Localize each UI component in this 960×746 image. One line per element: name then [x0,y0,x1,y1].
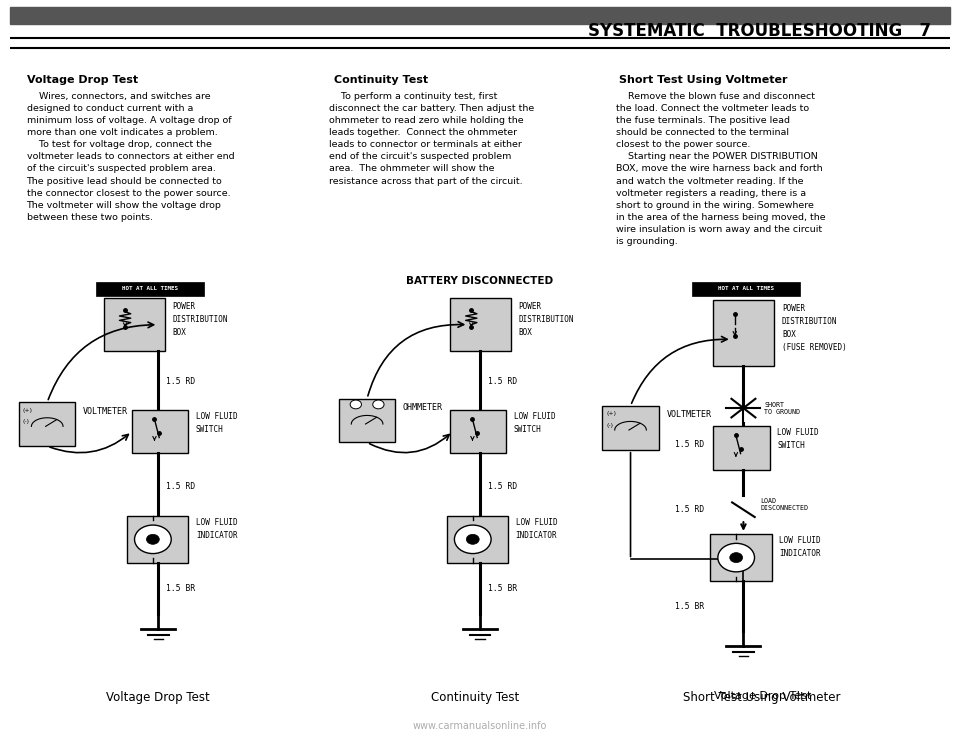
Circle shape [147,534,159,545]
Text: 1.5 BR: 1.5 BR [166,584,195,593]
Text: DISTRIBUTION: DISTRIBUTION [782,317,837,326]
Text: 1.5 BR: 1.5 BR [675,602,704,611]
FancyArrowPatch shape [632,336,727,404]
Text: LOW FLUID: LOW FLUID [778,428,819,437]
Bar [104,298,165,351]
Bar [19,402,76,446]
Text: Short Test Using Voltmeter: Short Test Using Voltmeter [619,75,788,85]
Bar [339,398,396,442]
Text: 1.5 RD: 1.5 RD [488,482,516,491]
Text: SWITCH: SWITCH [196,425,224,434]
FancyArrowPatch shape [368,322,464,396]
Text: DISTRIBUTION: DISTRIBUTION [173,316,228,325]
Text: Voltage Drop Test: Voltage Drop Test [713,691,811,701]
Text: HOT AT ALL TIMES: HOT AT ALL TIMES [718,286,774,291]
Text: POWER: POWER [782,304,805,313]
Circle shape [718,543,755,572]
Circle shape [454,525,492,554]
Text: 1.5 RD: 1.5 RD [675,440,704,449]
Text: SWITCH: SWITCH [514,425,541,434]
Text: BOX: BOX [518,328,533,337]
Circle shape [372,400,384,409]
Text: (-): (-) [23,419,30,424]
Text: (+): (+) [23,407,33,413]
Text: Wires, connectors, and switches are
designed to conduct current with a
minimum l: Wires, connectors, and switches are desi… [27,92,234,222]
Text: www.carmanualsonline.info: www.carmanualsonline.info [413,721,547,731]
Text: INDICATOR: INDICATOR [516,531,558,540]
Text: 1.5 RD: 1.5 RD [166,377,195,386]
Circle shape [730,553,743,562]
Circle shape [350,400,362,409]
Bar [710,534,772,581]
Text: LOW FLUID: LOW FLUID [196,518,237,527]
Text: LOW FLUID: LOW FLUID [196,412,237,421]
Bar [447,515,508,563]
Text: POWER: POWER [518,302,541,311]
Text: DISTRIBUTION: DISTRIBUTION [518,316,574,325]
FancyArrowPatch shape [48,322,154,400]
Text: SHORT
TO GROUND: SHORT TO GROUND [764,401,800,415]
Text: Voltage Drop Test: Voltage Drop Test [27,75,137,85]
Text: LOW FLUID: LOW FLUID [514,412,556,421]
Bar [691,282,800,295]
Circle shape [467,534,479,545]
Text: Continuity Test: Continuity Test [334,75,428,85]
FancyArrowPatch shape [370,435,449,453]
Bar [450,410,506,454]
Text: INDICATOR: INDICATOR [780,549,821,558]
Text: LOW FLUID: LOW FLUID [516,518,558,527]
FancyArrowPatch shape [741,522,746,529]
Text: INDICATOR: INDICATOR [196,531,237,540]
Text: HOT AT ALL TIMES: HOT AT ALL TIMES [122,286,179,291]
Text: POWER: POWER [173,302,196,311]
Text: (FUSE REMOVED): (FUSE REMOVED) [782,343,847,352]
Text: Voltage Drop Test: Voltage Drop Test [107,691,210,704]
Bar [602,406,659,450]
Text: To perform a continuity test, first
disconnect the car battery. Then adjust the
: To perform a continuity test, first disc… [329,92,535,186]
Text: SWITCH: SWITCH [778,441,805,450]
Text: LOW FLUID: LOW FLUID [780,536,821,545]
Text: BOX: BOX [782,330,796,339]
Text: 1.5 RD: 1.5 RD [488,377,516,386]
Bar [713,300,775,366]
Bar [10,7,950,24]
Text: LOAD
DISCONNECTED: LOAD DISCONNECTED [760,498,808,511]
Text: Continuity Test: Continuity Test [431,691,519,704]
Text: (+): (+) [606,411,616,416]
Text: 1.5 BR: 1.5 BR [488,584,516,593]
FancyArrowPatch shape [50,434,129,453]
Text: BATTERY DISCONNECTED: BATTERY DISCONNECTED [406,276,554,286]
Text: Remove the blown fuse and disconnect
the load. Connect the voltmeter leads to
th: Remove the blown fuse and disconnect the… [616,92,826,246]
Bar [132,410,188,454]
Text: VOLTMETER: VOLTMETER [666,410,711,419]
Bar [450,298,511,351]
Text: BOX: BOX [173,328,186,337]
Circle shape [134,525,171,554]
Text: 1.5 RD: 1.5 RD [166,482,195,491]
Text: Short Test Using Voltmeter: Short Test Using Voltmeter [684,691,841,704]
Text: 1.5 RD: 1.5 RD [675,505,704,514]
Text: VOLTMETER: VOLTMETER [83,407,128,416]
Bar [713,426,770,469]
Text: OHMMETER: OHMMETER [403,403,443,412]
Text: (-): (-) [606,423,613,428]
Bar [127,515,188,563]
Bar [96,282,204,295]
Text: SYSTEMATIC  TROUBLESHOOTING   7: SYSTEMATIC TROUBLESHOOTING 7 [588,22,931,40]
